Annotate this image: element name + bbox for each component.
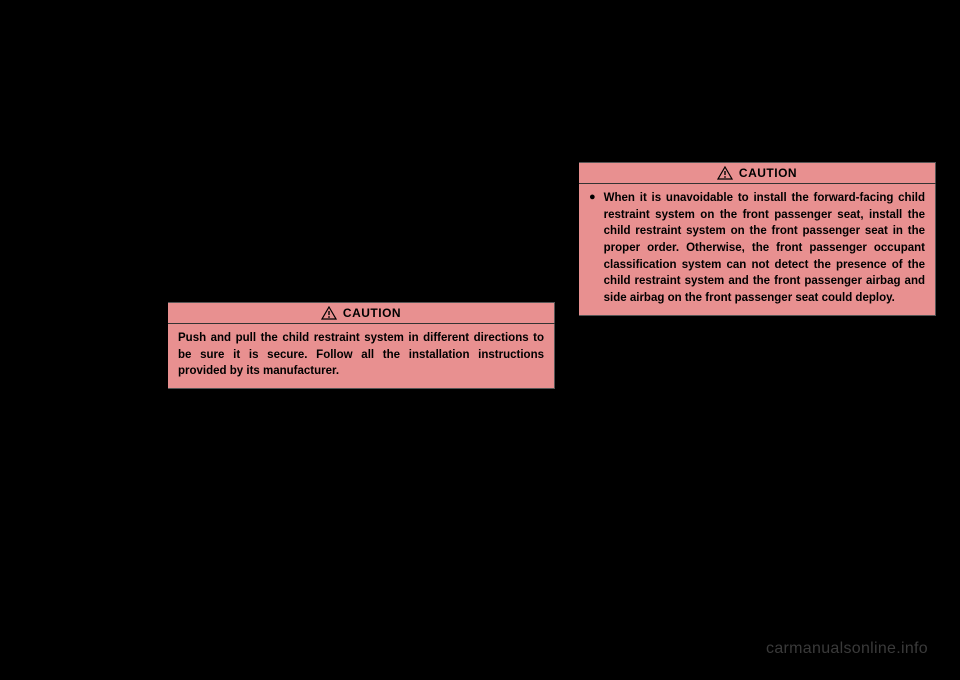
caution-text-right: When it is unavoidable to install the fo…	[604, 190, 925, 307]
bullet-item: ● When it is unavoidable to install the …	[589, 190, 925, 307]
bullet-marker: ●	[589, 190, 596, 307]
caution-header-left: CAUTION	[168, 302, 555, 323]
caution-box-right: CAUTION ● When it is unavoidable to inst…	[576, 162, 936, 316]
warning-triangle-icon	[321, 306, 337, 320]
caution-body-right: ● When it is unavoidable to install the …	[579, 184, 936, 316]
watermark-text: carmanualsonline.info	[766, 640, 928, 658]
caution-box-left: CAUTION Push and pull the child restrain…	[165, 302, 555, 389]
caution-header-right: CAUTION	[579, 162, 936, 183]
caution-body-left: Push and pull the child restraint system…	[168, 324, 555, 389]
caution-title-right: CAUTION	[739, 166, 797, 180]
caution-text-left: Push and pull the child restraint system…	[178, 330, 544, 380]
caution-title-left: CAUTION	[343, 306, 401, 320]
warning-triangle-icon	[717, 166, 733, 180]
